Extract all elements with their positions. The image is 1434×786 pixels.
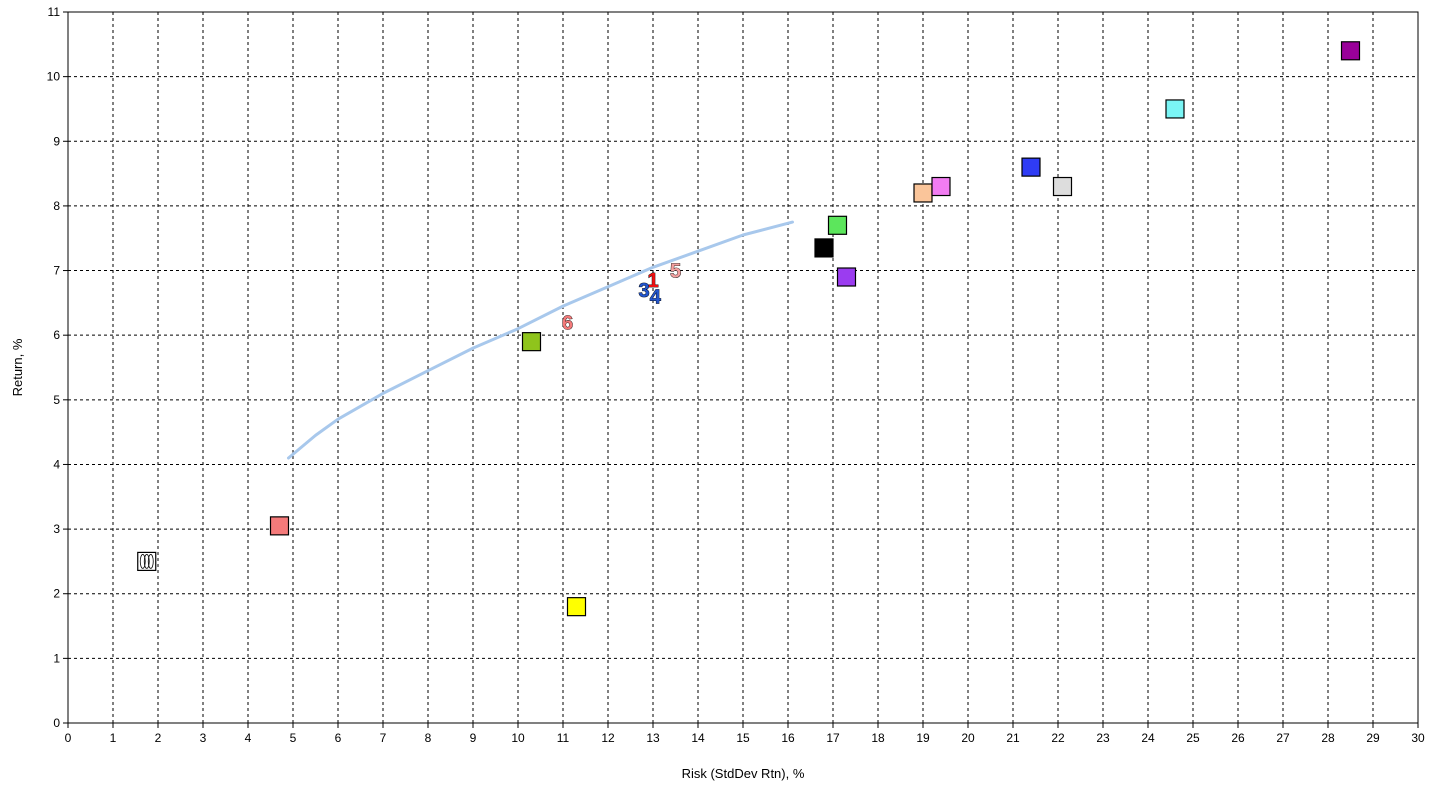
x-tick-label: 10 xyxy=(511,731,525,745)
y-tick-label: 5 xyxy=(53,393,60,407)
x-tick-label: 14 xyxy=(691,731,705,745)
x-tick-label: 17 xyxy=(826,731,840,745)
data-point-square xyxy=(836,267,857,287)
x-tick-label: 3 xyxy=(200,731,207,745)
data-point-label: 3 xyxy=(638,280,649,302)
x-tick-label: 2 xyxy=(155,731,162,745)
y-tick-label: 10 xyxy=(47,70,61,84)
data-point-pattern xyxy=(139,554,146,569)
data-point-pattern xyxy=(143,554,150,569)
axes: 0 1 2 3 4 5 6 7 8 9 10 11 12 13 14 15 16 17 18 19 20 21 22 23 24… xyxy=(47,5,1425,745)
data-points: 13 45 6 xyxy=(137,41,1361,617)
x-tick-label: 30 xyxy=(1411,731,1425,745)
x-tick-label: 23 xyxy=(1096,731,1110,745)
x-tick-label: 13 xyxy=(646,731,660,745)
x-tick-label: 0 xyxy=(65,731,72,745)
x-tick-label: 9 xyxy=(470,731,477,745)
data-point-square xyxy=(1340,41,1361,61)
x-tick-label: 4 xyxy=(245,731,252,745)
data-point-square xyxy=(521,332,542,352)
y-tick-label: 8 xyxy=(53,199,60,213)
x-tick-label: 8 xyxy=(425,731,432,745)
x-tick-label: 11 xyxy=(557,731,570,745)
data-point-label: 1 xyxy=(647,270,658,292)
x-tick-label: 6 xyxy=(335,731,342,745)
x-tick-label: 19 xyxy=(916,731,930,745)
x-tick-label: 20 xyxy=(961,731,975,745)
x-tick-label: 7 xyxy=(380,731,387,745)
y-tick-label: 2 xyxy=(53,587,60,601)
data-point-square xyxy=(913,183,933,203)
x-tick-label: 12 xyxy=(601,731,615,745)
y-tick-label: 11 xyxy=(48,5,61,19)
y-tick-label: 7 xyxy=(53,264,60,278)
efficient-frontier xyxy=(287,220,794,460)
plot-frame xyxy=(67,11,1419,724)
data-point-square xyxy=(269,516,290,536)
x-axis-title: Risk (StdDev Rtn), % xyxy=(682,766,805,781)
x-tick-label: 18 xyxy=(871,731,885,745)
data-point-square xyxy=(931,176,951,197)
y-tick-label: 1 xyxy=(53,651,60,665)
data-point-square xyxy=(827,215,848,235)
x-tick-label: 21 xyxy=(1006,731,1020,745)
x-tick-label: 24 xyxy=(1141,731,1155,745)
y-tick-label: 4 xyxy=(53,457,60,471)
x-tick-label: 26 xyxy=(1231,731,1245,745)
grid xyxy=(68,12,1418,723)
x-tick-label: 5 xyxy=(290,731,297,745)
x-tick-label: 28 xyxy=(1321,731,1335,745)
x-tick-label: 16 xyxy=(781,731,795,745)
data-point-square xyxy=(1052,176,1073,197)
data-point-square xyxy=(1021,157,1041,177)
x-tick-label: 29 xyxy=(1366,731,1380,745)
x-tick-label: 25 xyxy=(1186,731,1200,745)
data-point-pattern xyxy=(147,554,154,569)
data-point-square xyxy=(1165,99,1185,119)
data-point-label: 5 xyxy=(670,261,681,283)
data-point-square xyxy=(566,597,587,617)
data-point-square xyxy=(137,551,157,572)
y-tick-label: 3 xyxy=(53,522,60,536)
y-tick-label: 0 xyxy=(53,716,60,730)
y-axis-title: Return, % xyxy=(10,338,25,396)
x-tick-label: 1 xyxy=(110,731,117,745)
data-point-label: 6 xyxy=(562,312,573,334)
data-point-label: 4 xyxy=(650,286,662,308)
x-tick-label: 27 xyxy=(1276,731,1290,745)
data-point-square xyxy=(814,238,834,258)
y-tick-label: 6 xyxy=(53,328,60,342)
frontier-line xyxy=(287,220,794,460)
y-tick-label: 9 xyxy=(53,134,60,148)
x-tick-label: 15 xyxy=(736,731,750,745)
x-tick-label: 22 xyxy=(1051,731,1065,745)
